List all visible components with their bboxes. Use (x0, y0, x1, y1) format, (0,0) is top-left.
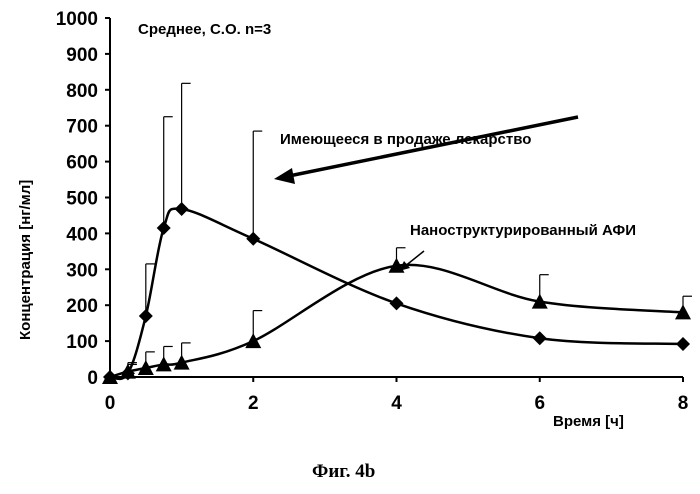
series-label-nanostructured: Наноструктурированный АФИ (410, 222, 636, 239)
y-axis-label: Концентрация [нг/мл] (17, 180, 34, 340)
annotations (274, 115, 579, 271)
axes (109, 18, 683, 378)
triangle-marker (245, 333, 262, 349)
triangle-marker (102, 369, 118, 384)
y-tick-label: 900 (66, 45, 98, 66)
series-line-commercial (109, 207, 684, 381)
triangle-marker (137, 360, 154, 376)
diamond-marker (246, 231, 261, 246)
triangle-marker (173, 354, 190, 370)
diamond-marker (174, 201, 189, 216)
note-text: Среднее, С.О. n=3 (138, 21, 271, 38)
diamond-marker (156, 221, 171, 236)
arrow-commercial-line (283, 115, 579, 179)
triangle-marker (675, 304, 691, 320)
diamond-marker (138, 308, 153, 323)
triangle-marker (119, 363, 136, 379)
y-tick-label: 600 (66, 153, 98, 174)
y-tick-label: 700 (66, 117, 98, 138)
x-axis-label: Время [ч] (553, 413, 624, 430)
error-bars (127, 82, 692, 374)
y-tick-label: 200 (66, 296, 98, 317)
x-tick-label: 4 (391, 393, 402, 414)
y-tick-label: 500 (66, 189, 98, 210)
series-label-commercial: Имеющееся в продаже лекарство (280, 131, 531, 148)
diamond-marker (389, 296, 404, 311)
x-tick-label: 0 (105, 393, 116, 414)
arrow-commercial-head (274, 168, 295, 184)
arrow-nanostructured-head (399, 261, 410, 271)
y-tick-label: 0 (87, 368, 98, 389)
triangle-marker (155, 356, 172, 372)
series-lines (109, 207, 684, 381)
arrow-nanostructured-line (403, 250, 425, 268)
figure-caption: Фиг. 4b (312, 461, 375, 482)
series-line-nanostructured (109, 263, 684, 379)
triangle-marker (531, 293, 548, 309)
y-tick-label: 100 (66, 332, 98, 353)
ticks: 0 100 200 300 400 500 600 700 800 900 1000 0 2 4 6 8 (56, 9, 689, 414)
x-tick-label: 8 (678, 393, 689, 414)
y-tick-label: 300 (66, 260, 98, 281)
y-tick-label: 400 (66, 224, 98, 245)
y-tick-label: 800 (66, 81, 98, 102)
x-tick-label: 6 (534, 393, 545, 414)
diamond-marker (532, 331, 547, 346)
series-markers (102, 201, 691, 384)
x-tick-label: 2 (248, 393, 259, 414)
y-tick-label: 1000 (56, 9, 98, 30)
diamond-marker (676, 336, 690, 351)
